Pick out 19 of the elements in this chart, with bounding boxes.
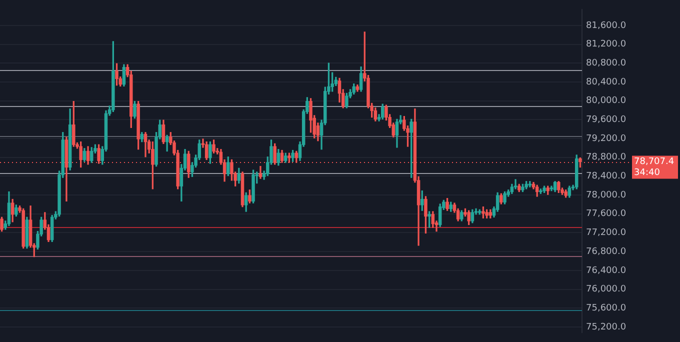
y-tick-label: 80,400.0 xyxy=(586,77,626,88)
y-tick-label: 75,200.0 xyxy=(586,322,626,332)
y-tick-label: 80,800.0 xyxy=(586,58,626,68)
y-tick-label: 77,200.0 xyxy=(586,228,626,238)
text: 34:40 xyxy=(634,168,660,178)
y-tick-label: 78,800.0 xyxy=(586,152,626,163)
y-tick-label: 76,000.0 xyxy=(586,284,626,295)
y-tick-label: 81,600.0 xyxy=(586,20,626,31)
y-tick-label: 76,800.0 xyxy=(586,246,626,257)
y-tick-label: 78,000.0 xyxy=(586,190,626,200)
ref-line-label: 78,707.4 xyxy=(634,157,674,168)
y-tick-label: 79,200.0 xyxy=(586,134,626,144)
y-tick-label: 78,400.0 xyxy=(586,172,626,182)
y-tick-label: 79,600.0 xyxy=(586,114,626,125)
y-tick-label: 80,000.0 xyxy=(586,96,626,106)
y-tick-label: 81,200.0 xyxy=(586,40,626,50)
y-tick-label: 77,600.0 xyxy=(586,209,626,220)
y-tick-label: 76,400.0 xyxy=(586,266,626,276)
y-tick-label: 75,600.0 xyxy=(586,303,626,314)
